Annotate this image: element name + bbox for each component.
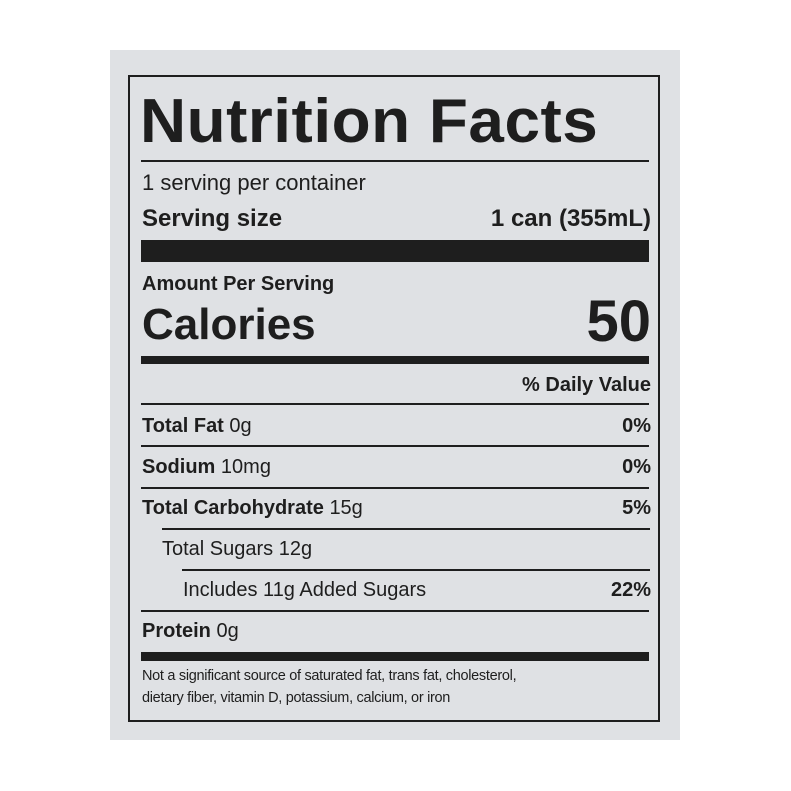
nutrient-dv: 5% (622, 497, 651, 519)
divider (141, 445, 649, 447)
amount-per-serving: Amount Per Serving (142, 273, 335, 295)
nutrient-dv: 22% (610, 579, 651, 601)
serving-size-label: Serving size (142, 205, 283, 232)
nutrient-row-sodium: Sodium 10mg (142, 456, 271, 479)
footnote-line-2: dietary fiber, vitamin D, potassium, cal… (142, 690, 451, 706)
calories-value: 50 (586, 289, 651, 354)
divider (141, 160, 649, 162)
medium-divider (141, 356, 649, 364)
divider (182, 569, 650, 571)
nutrient-amount: 15g (329, 497, 363, 519)
divider (141, 487, 649, 489)
nutrient-row-protein: Protein 0g (142, 620, 239, 643)
nutrient-name: Total Carbohydrate (142, 497, 324, 519)
nutrition-facts-panel (128, 75, 660, 722)
nutrient-dv: 0% (622, 415, 651, 437)
nutrient-amount: 10mg (220, 456, 271, 478)
divider (141, 610, 649, 612)
nutrient-name: Protein (142, 620, 211, 642)
thick-divider (141, 240, 649, 262)
thick-divider (141, 652, 649, 661)
label-title: Nutrition Facts (140, 87, 599, 156)
nutrient-row-total-carbohydrate: Total Carbohydrate 15g (142, 497, 363, 520)
servings-per-container: 1 serving per container (142, 170, 366, 195)
nutrient-row-added-sugars: Includes 11g Added Sugars (183, 579, 427, 601)
nutrient-dv: 0% (622, 456, 651, 478)
nutrient-name: Total Fat (142, 415, 224, 437)
calories-label: Calories (142, 300, 316, 349)
divider (162, 528, 650, 530)
label-background (110, 50, 680, 740)
divider (141, 403, 649, 405)
nutrient-row-total-sugars: Total Sugars 12g (162, 538, 313, 560)
nutrient-amount: 0g (229, 415, 252, 437)
nutrient-row-total-fat: Total Fat 0g (142, 415, 252, 438)
daily-value-header: % Daily Value (522, 374, 651, 396)
serving-size-value: 1 can (355mL) (490, 205, 651, 232)
nutrient-amount: 0g (216, 620, 239, 642)
nutrient-name: Sodium (142, 456, 216, 478)
footnote-line-1: Not a significant source of saturated fa… (142, 668, 517, 684)
